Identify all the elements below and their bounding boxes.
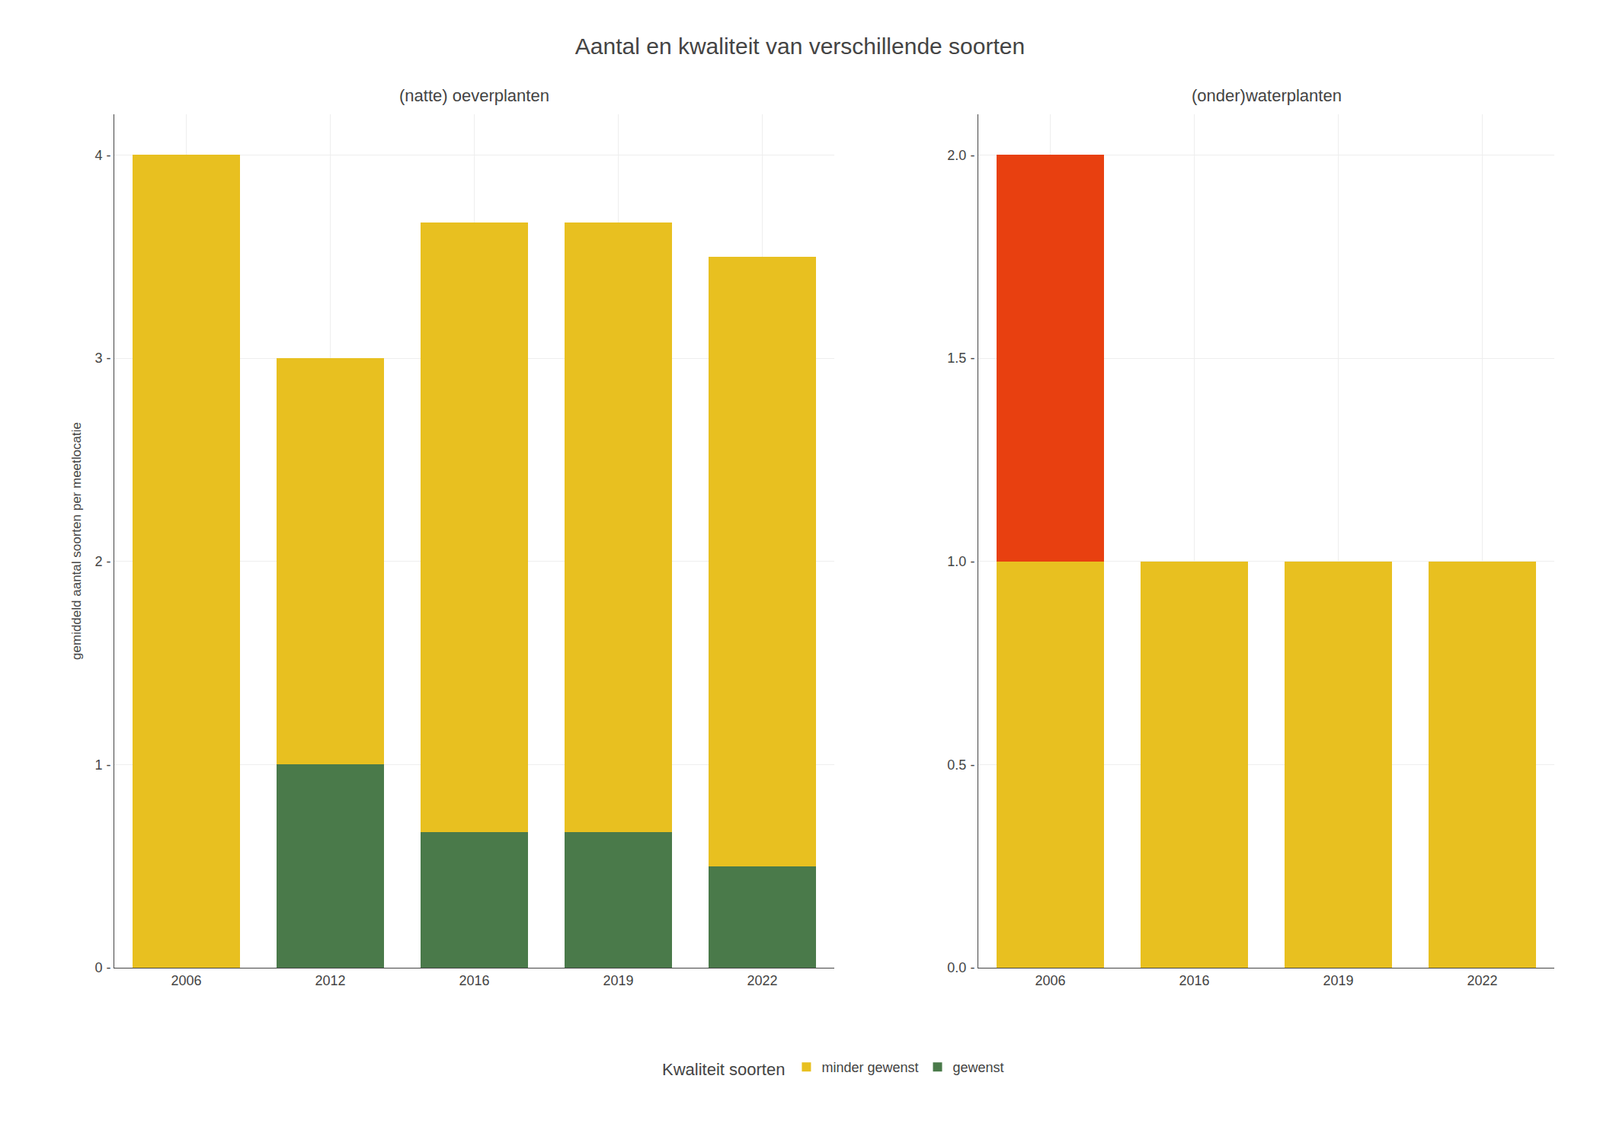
svg-text:2 -: 2 -: [94, 553, 111, 570]
svg-text:2012: 2012: [314, 972, 346, 989]
svg-text:2019: 2019: [1322, 972, 1354, 989]
svg-text:gewenst: gewenst: [953, 1059, 1005, 1076]
svg-text:4 -: 4 -: [94, 147, 111, 164]
svg-text:0.5 -: 0.5 -: [947, 757, 975, 773]
svg-text:Kwaliteit soorten: Kwaliteit soorten: [662, 1059, 785, 1079]
svg-text:Aantal en kwaliteit van versch: Aantal en kwaliteit van verschillende so…: [575, 33, 1025, 59]
svg-text:2022: 2022: [1466, 972, 1498, 989]
svg-text:1 -: 1 -: [94, 757, 111, 773]
svg-text:3 -: 3 -: [94, 350, 111, 366]
svg-text:gemiddeld aantal soorten per m: gemiddeld aantal soorten per meetlocatie: [69, 422, 84, 660]
svg-text:0 -: 0 -: [94, 960, 111, 976]
svg-text:2016: 2016: [1178, 972, 1210, 989]
svg-text:2006: 2006: [1034, 972, 1066, 989]
svg-text:2016: 2016: [458, 972, 490, 989]
svg-text:1.5 -: 1.5 -: [947, 350, 975, 366]
svg-text:2006: 2006: [170, 972, 202, 989]
svg-text:minder gewenst: minder gewenst: [821, 1059, 919, 1076]
svg-text:(onder)waterplanten: (onder)waterplanten: [1191, 86, 1342, 106]
svg-text:2019: 2019: [602, 972, 634, 989]
svg-text:2022: 2022: [746, 972, 778, 989]
svg-text:0.0 -: 0.0 -: [947, 960, 975, 976]
svg-text:2.0 -: 2.0 -: [947, 147, 975, 164]
svg-text:1.0 -: 1.0 -: [947, 553, 975, 570]
svg-text:(natte) oeverplanten: (natte) oeverplanten: [399, 86, 550, 106]
